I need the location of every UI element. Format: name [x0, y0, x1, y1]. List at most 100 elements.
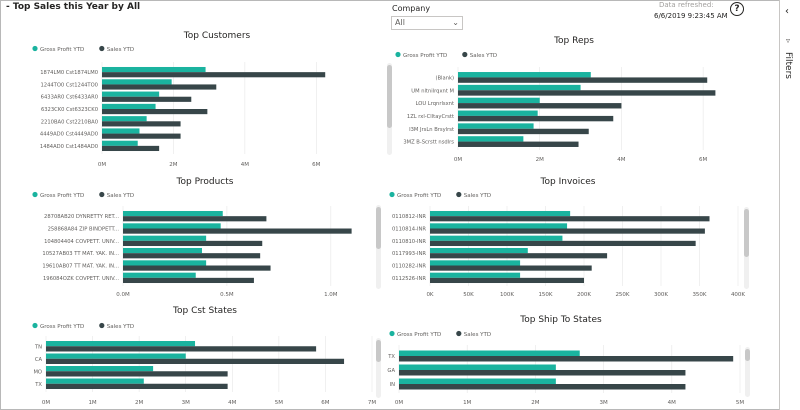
chart-top-customers: Top Customers Gross Profit YTD Sales YTD 0M… — [32, 31, 326, 168]
company-slicer-dropdown[interactable]: All ⌄ — [391, 16, 463, 30]
bar-sales — [123, 253, 261, 259]
legend-marker — [395, 51, 401, 58]
category-label: 1ZL rxl-ClltayCrstt — [407, 114, 454, 120]
scrollbar-thumb[interactable] — [376, 340, 381, 362]
category-label: I3M JrsLn Brsylrst — [409, 127, 454, 133]
bar-gross-profit — [123, 210, 223, 217]
chevron-left-icon[interactable]: ‹ — [785, 6, 789, 17]
x-tick-label: 1.0M — [324, 292, 338, 298]
x-tick-label: 0.5M — [220, 292, 234, 298]
bar-gross-profit — [430, 272, 521, 278]
bar-sales — [102, 121, 181, 127]
category-label: 2210BA0 Cst2210BA0 — [41, 119, 98, 125]
bar-sales — [430, 216, 710, 222]
bar-sales — [458, 115, 614, 122]
legend-label: Gross Profit YTD — [40, 47, 84, 53]
x-tick-label: 100K — [500, 292, 514, 298]
category-label: GA — [387, 368, 395, 374]
legend-label: Sales YTD — [107, 47, 134, 53]
legend-marker — [389, 191, 395, 198]
x-tick-label: 400K — [731, 292, 745, 298]
x-tick-label: 4M — [241, 162, 249, 168]
category-label: 1874LM0 Cst1874LM0 — [40, 70, 98, 76]
legend-label: Sales YTD — [107, 324, 134, 330]
bar-gross-profit — [123, 235, 207, 241]
x-tick-label: 1M — [463, 400, 471, 406]
scrollbar-thumb[interactable] — [376, 207, 381, 249]
chart-top-products: Top Products Gross Profit YTD Sales YTD 0.0… — [32, 177, 381, 298]
category-label: UM nltnilrqxnt M — [411, 88, 454, 94]
bar-gross-profit — [123, 272, 196, 278]
bar-sales — [46, 383, 228, 389]
bar-sales — [102, 145, 160, 152]
x-tick-label: 0M — [98, 162, 106, 168]
bar-gross-profit — [458, 97, 540, 104]
help-icon[interactable]: ? — [730, 2, 744, 16]
scrollbar-thumb[interactable] — [745, 349, 750, 361]
x-tick-label: 2M — [169, 162, 177, 168]
bar-gross-profit — [46, 378, 144, 384]
bar-gross-profit — [102, 79, 172, 85]
x-tick-label: 0.0M — [116, 292, 130, 298]
bar-sales — [123, 265, 271, 271]
legend-label: Gross Profit YTD — [40, 324, 84, 330]
bar-sales — [123, 228, 352, 234]
x-tick-label: 0M — [454, 157, 462, 163]
legend-label: Sales YTD — [464, 332, 491, 338]
x-tick-label: 150K — [538, 292, 552, 298]
legend-label: Sales YTD — [107, 193, 134, 199]
bar-sales — [123, 216, 267, 222]
bar-sales — [430, 265, 592, 271]
filters-pane[interactable] — [779, 0, 800, 410]
x-tick-label: 5M — [275, 400, 283, 406]
bar-gross-profit — [430, 210, 571, 217]
x-tick-label: 350K — [692, 292, 706, 298]
legend-marker — [462, 51, 468, 58]
x-tick-label: 2M — [536, 157, 544, 163]
bar-gross-profit — [102, 66, 206, 73]
bar-gross-profit — [399, 378, 556, 384]
chart-title: Top Cst States — [172, 306, 237, 316]
category-label: 0117993-INR — [392, 251, 426, 257]
bar-sales — [430, 253, 608, 259]
x-tick-label: 250K — [615, 292, 629, 298]
bar-gross-profit — [102, 103, 156, 109]
bar-sales — [399, 384, 686, 390]
page-title: - Top Sales this Year by All — [6, 2, 141, 12]
bar-sales — [46, 358, 345, 364]
category-label: MO — [33, 369, 42, 375]
bar-sales — [102, 84, 217, 90]
category-label: TN — [34, 344, 42, 350]
category-label: 4449AD0 Cst4449AD0 — [40, 132, 98, 138]
bar-gross-profit — [430, 223, 568, 229]
bar-gross-profit — [430, 260, 521, 266]
x-tick-label: 0M — [42, 400, 50, 406]
category-label: 0110812-INR — [392, 214, 426, 220]
x-tick-label: 3M — [182, 400, 190, 406]
chart-title: Top Customers — [183, 31, 251, 41]
bar-sales — [430, 228, 705, 234]
x-tick-label: 5M — [736, 400, 744, 406]
data-refreshed-time: 6/6/2019 9:23:45 AM — [654, 12, 728, 20]
bar-gross-profit — [123, 223, 221, 229]
bar-sales — [458, 128, 589, 135]
legend-label: Sales YTD — [464, 193, 491, 199]
legend-marker — [456, 330, 462, 337]
scrollbar-thumb[interactable] — [387, 65, 392, 128]
category-label: 28708AB20 DYNRETTY RET... — [44, 214, 119, 220]
x-tick-label: 3M — [599, 400, 607, 406]
bar-gross-profit — [458, 110, 538, 116]
bar-gross-profit — [102, 140, 138, 146]
legend-label: Gross Profit YTD — [397, 332, 441, 338]
category-label: LOU Lrqnrlsxnt — [416, 101, 454, 107]
bar-sales — [430, 240, 696, 247]
bar-gross-profit — [458, 123, 534, 129]
bar-gross-profit — [458, 84, 581, 91]
legend-label: Gross Profit YTD — [397, 193, 441, 199]
scrollbar-thumb[interactable] — [744, 209, 749, 257]
bar-gross-profit — [399, 364, 556, 370]
bar-gross-profit — [123, 247, 202, 254]
bar-gross-profit — [458, 136, 524, 142]
x-tick-label: 0K — [426, 292, 433, 298]
